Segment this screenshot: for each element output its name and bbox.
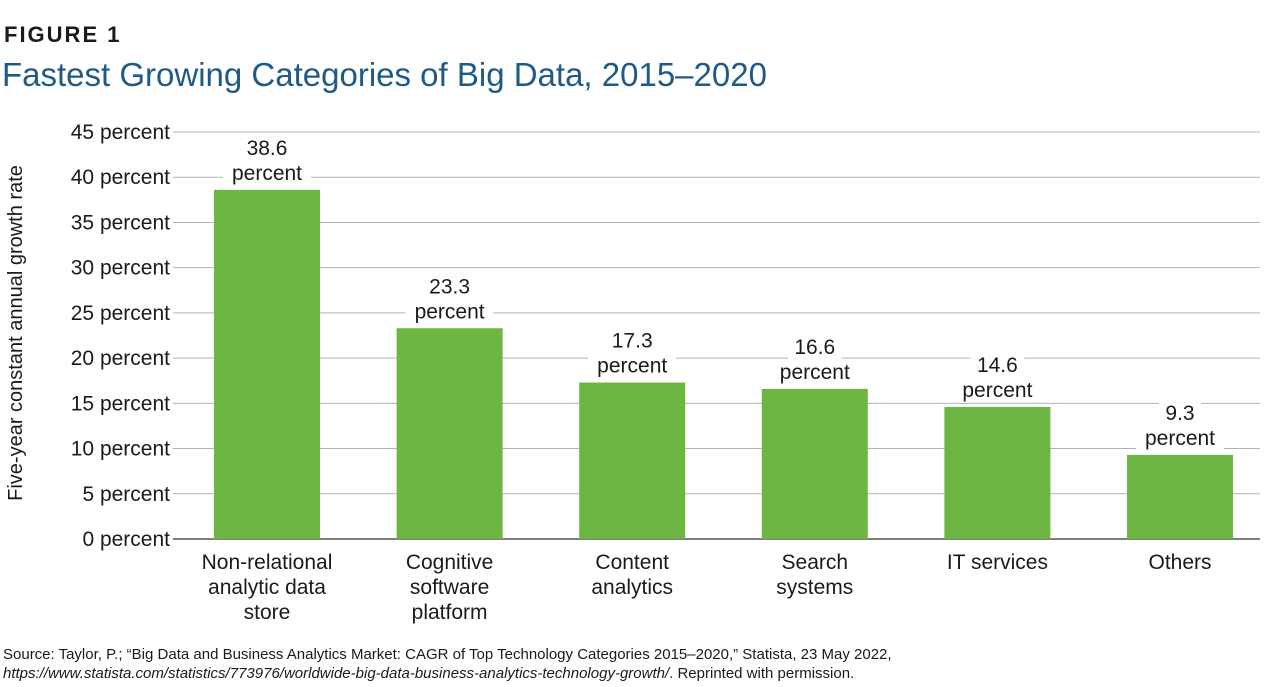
y-tick-label: 5 percent [82, 483, 170, 506]
bar-data-label: 23.3 [429, 275, 470, 298]
bar-data-label: percent [962, 379, 1032, 402]
figure-label: FIGURE 1 [4, 22, 122, 47]
bar-data-label: percent [415, 300, 485, 323]
data-label-backing [770, 361, 859, 384]
bar-data-label: percent [1145, 427, 1215, 450]
chart-title: Fastest Growing Categories of Big Data, … [2, 56, 767, 93]
bar [1127, 454, 1233, 539]
bar-data-label: 9.3 [1165, 402, 1194, 425]
x-category-label: Non-relational [202, 551, 333, 574]
bar-chart: 0 percent 5 percent 10 percent 15 percent 20… [5, 121, 1260, 624]
gridlines [173, 131, 1260, 540]
bar-data-label: percent [780, 361, 850, 384]
bar-data-label: 14.6 [977, 354, 1018, 377]
x-category-label: platform [412, 601, 488, 624]
bar [579, 382, 686, 539]
bar-data-label: 17.3 [612, 330, 653, 353]
x-category-label: Search [782, 551, 849, 574]
source-url: https://www.statista.com/statistics/7739… [3, 665, 670, 682]
bar-data-label: 38.6 [247, 137, 288, 160]
bar-data-label: 16.6 [794, 336, 835, 359]
data-label-backing [422, 276, 477, 299]
data-label-backing [970, 354, 1025, 377]
data-label-backing [1136, 427, 1224, 450]
data-label-backing [240, 137, 294, 160]
data-label-backing [405, 301, 494, 324]
data-label-backing [1158, 402, 1202, 425]
bar [944, 406, 1051, 539]
source-suffix: . Reprinted with permission. [669, 665, 855, 682]
bar-data-label: percent [597, 355, 667, 378]
x-category-label: Content [595, 551, 669, 574]
y-tick-label: 35 percent [71, 211, 170, 234]
data-label-backing [223, 162, 311, 185]
bar-data-labels: 38.6percent23.3percent17.3percent16.6per… [223, 137, 1224, 450]
x-category-label: IT services [947, 551, 1048, 574]
y-tick-label: 40 percent [71, 166, 170, 189]
data-label-backing [953, 379, 1042, 402]
y-tick-label: 30 percent [71, 257, 170, 280]
x-category-label: store [244, 601, 291, 624]
y-tick-label: 20 percent [71, 347, 170, 370]
y-tick-label: 0 percent [82, 528, 170, 551]
y-tick-label: 10 percent [71, 438, 170, 461]
data-label-backing [588, 355, 677, 378]
y-axis-ticks: 0 percent 5 percent 10 percent 15 percent 20… [71, 121, 170, 551]
bar [761, 388, 868, 539]
source-citation: Source: Taylor, P.; “Big Data and Busine… [3, 646, 892, 663]
bar-data-label: percent [232, 162, 302, 185]
x-category-label: analytic data [208, 576, 326, 599]
x-category-label: software [410, 576, 489, 599]
y-tick-label: 45 percent [71, 121, 170, 144]
x-category-label: Cognitive [406, 551, 494, 574]
x-category-label: Others [1148, 551, 1211, 574]
y-tick-label: 25 percent [71, 302, 170, 325]
source-url-line: https://www.statista.com/statistics/7739… [3, 664, 892, 683]
x-category-label: systems [776, 576, 853, 599]
y-axis-label: Five-year constant annual growth rate [5, 165, 27, 501]
y-tick-label: 15 percent [71, 392, 170, 415]
data-label-backing [605, 330, 659, 353]
data-label-backing [788, 336, 842, 359]
x-category-label: analytics [591, 576, 673, 599]
bar [214, 189, 320, 539]
bar [396, 328, 503, 539]
bars [214, 189, 1233, 539]
source-note: Source: Taylor, P.; “Big Data and Busine… [3, 645, 892, 683]
